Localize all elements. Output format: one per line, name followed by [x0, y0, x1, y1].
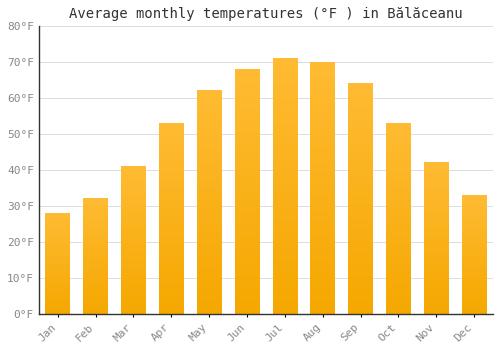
Bar	[84, 199, 108, 314]
Bar	[197, 91, 222, 314]
Bar	[462, 195, 486, 314]
Bar	[348, 84, 373, 314]
Bar	[386, 124, 410, 314]
Bar	[234, 69, 260, 314]
Bar	[46, 213, 70, 314]
Bar	[272, 59, 297, 314]
Bar	[159, 124, 184, 314]
Bar	[424, 163, 448, 314]
Title: Average monthly temperatures (°F ) in Bălăceanu: Average monthly temperatures (°F ) in Bă…	[69, 7, 462, 21]
Bar	[310, 62, 335, 314]
Bar	[121, 167, 146, 314]
